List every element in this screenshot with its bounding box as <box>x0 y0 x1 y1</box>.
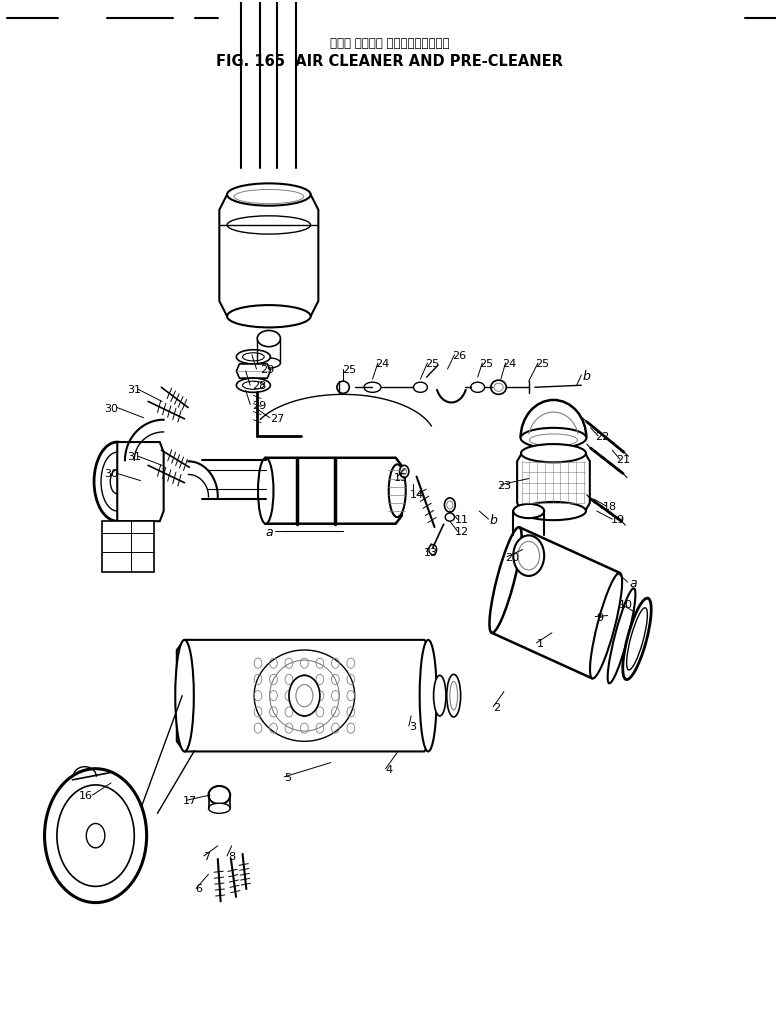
Ellipse shape <box>444 498 455 513</box>
Ellipse shape <box>257 359 280 369</box>
Text: エアー クリーナ およびプリクリーナ: エアー クリーナ およびプリクリーナ <box>330 37 449 50</box>
Ellipse shape <box>209 803 230 813</box>
Text: a: a <box>266 526 273 538</box>
Ellipse shape <box>445 514 454 522</box>
Text: 17: 17 <box>183 796 197 805</box>
Ellipse shape <box>236 379 270 393</box>
Text: 18: 18 <box>603 501 617 512</box>
Polygon shape <box>102 522 154 573</box>
Text: 6: 6 <box>196 883 203 894</box>
Ellipse shape <box>258 459 273 524</box>
Ellipse shape <box>489 528 522 633</box>
Text: b: b <box>583 369 590 382</box>
Ellipse shape <box>471 383 485 393</box>
Ellipse shape <box>491 381 506 395</box>
Text: 30: 30 <box>104 404 118 413</box>
Text: 19: 19 <box>611 515 625 525</box>
Ellipse shape <box>101 452 133 512</box>
Polygon shape <box>177 640 432 752</box>
Ellipse shape <box>209 787 230 804</box>
Text: 3: 3 <box>409 721 416 732</box>
Ellipse shape <box>608 589 636 684</box>
Ellipse shape <box>521 444 586 463</box>
Ellipse shape <box>389 465 406 518</box>
Text: 2: 2 <box>492 702 500 712</box>
Text: 31: 31 <box>127 451 141 462</box>
Text: 25: 25 <box>536 359 550 369</box>
Text: FIG. 165  AIR CLEANER AND PRE-CLEANER: FIG. 165 AIR CLEANER AND PRE-CLEANER <box>216 54 563 69</box>
Text: 30: 30 <box>104 469 118 479</box>
Ellipse shape <box>429 545 437 555</box>
Text: 12: 12 <box>455 527 469 537</box>
Text: 26: 26 <box>452 351 466 361</box>
Text: 25: 25 <box>342 365 356 375</box>
Text: 22: 22 <box>595 431 609 441</box>
Text: 13: 13 <box>425 547 439 557</box>
Polygon shape <box>236 365 270 379</box>
Text: 9: 9 <box>596 612 604 622</box>
Circle shape <box>86 823 105 848</box>
Text: 25: 25 <box>479 359 493 369</box>
Text: 25: 25 <box>425 359 439 369</box>
Ellipse shape <box>420 640 437 752</box>
Text: 23: 23 <box>497 480 511 490</box>
Text: 20: 20 <box>505 552 519 562</box>
Text: a: a <box>629 576 637 589</box>
Ellipse shape <box>521 502 586 521</box>
Text: 10: 10 <box>619 600 633 609</box>
Ellipse shape <box>400 466 409 478</box>
Ellipse shape <box>364 383 381 393</box>
Polygon shape <box>118 442 164 522</box>
Ellipse shape <box>94 442 140 522</box>
Text: 28: 28 <box>252 381 266 391</box>
Text: 16: 16 <box>79 791 93 800</box>
Ellipse shape <box>337 382 349 394</box>
Ellipse shape <box>227 306 311 328</box>
Ellipse shape <box>236 351 270 365</box>
Text: 11: 11 <box>455 515 469 525</box>
Ellipse shape <box>590 574 622 679</box>
Text: 29: 29 <box>252 400 266 410</box>
Text: 7: 7 <box>203 851 210 861</box>
Text: 5: 5 <box>284 772 291 782</box>
Text: 8: 8 <box>228 851 235 861</box>
Text: 29: 29 <box>260 365 274 375</box>
Ellipse shape <box>257 331 280 347</box>
Ellipse shape <box>520 428 587 448</box>
Text: 14: 14 <box>410 489 424 499</box>
Ellipse shape <box>446 675 460 717</box>
Text: 27: 27 <box>270 414 284 423</box>
Polygon shape <box>517 453 590 512</box>
Ellipse shape <box>513 536 545 577</box>
Polygon shape <box>266 459 402 524</box>
Text: b: b <box>490 514 498 526</box>
Text: 24: 24 <box>502 359 516 369</box>
Polygon shape <box>220 196 319 317</box>
Ellipse shape <box>513 504 545 519</box>
Text: 4: 4 <box>386 764 393 774</box>
Ellipse shape <box>227 184 311 207</box>
Ellipse shape <box>622 598 651 680</box>
Ellipse shape <box>414 383 428 393</box>
Ellipse shape <box>175 640 194 752</box>
Text: 31: 31 <box>127 385 141 395</box>
Text: 24: 24 <box>375 359 389 369</box>
Text: 1: 1 <box>537 638 544 648</box>
Text: 15: 15 <box>394 472 408 482</box>
Ellipse shape <box>289 676 320 716</box>
Circle shape <box>44 769 146 903</box>
Text: 21: 21 <box>616 454 630 465</box>
Ellipse shape <box>434 676 446 716</box>
Ellipse shape <box>111 470 124 494</box>
